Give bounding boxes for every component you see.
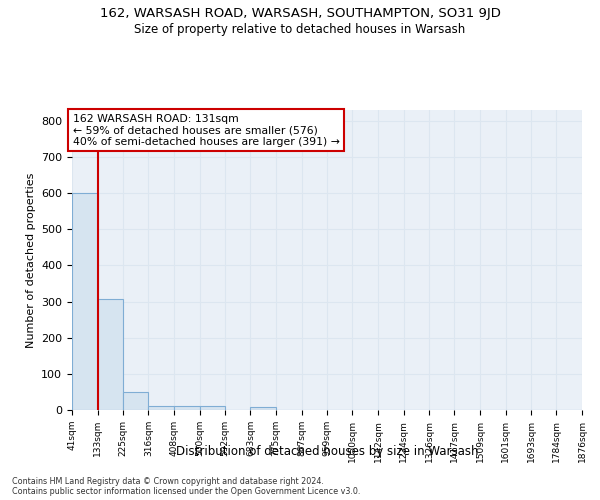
Text: 162 WARSASH ROAD: 131sqm
← 59% of detached houses are smaller (576)
40% of semi-: 162 WARSASH ROAD: 131sqm ← 59% of detach…	[73, 114, 340, 147]
Bar	[200, 406, 225, 410]
Text: Contains public sector information licensed under the Open Government Licence v3: Contains public sector information licen…	[12, 487, 361, 496]
Bar	[148, 406, 174, 410]
Bar	[250, 407, 276, 410]
Text: 162, WARSASH ROAD, WARSASH, SOUTHAMPTON, SO31 9JD: 162, WARSASH ROAD, WARSASH, SOUTHAMPTON,…	[100, 8, 500, 20]
Bar	[72, 193, 98, 410]
Bar	[98, 299, 123, 410]
Text: Contains HM Land Registry data © Crown copyright and database right 2024.: Contains HM Land Registry data © Crown c…	[12, 477, 324, 486]
Text: Size of property relative to detached houses in Warsash: Size of property relative to detached ho…	[134, 22, 466, 36]
Y-axis label: Number of detached properties: Number of detached properties	[26, 172, 35, 348]
Bar	[123, 392, 148, 410]
Text: Distribution of detached houses by size in Warsash: Distribution of detached houses by size …	[176, 444, 478, 458]
Bar	[174, 406, 200, 410]
